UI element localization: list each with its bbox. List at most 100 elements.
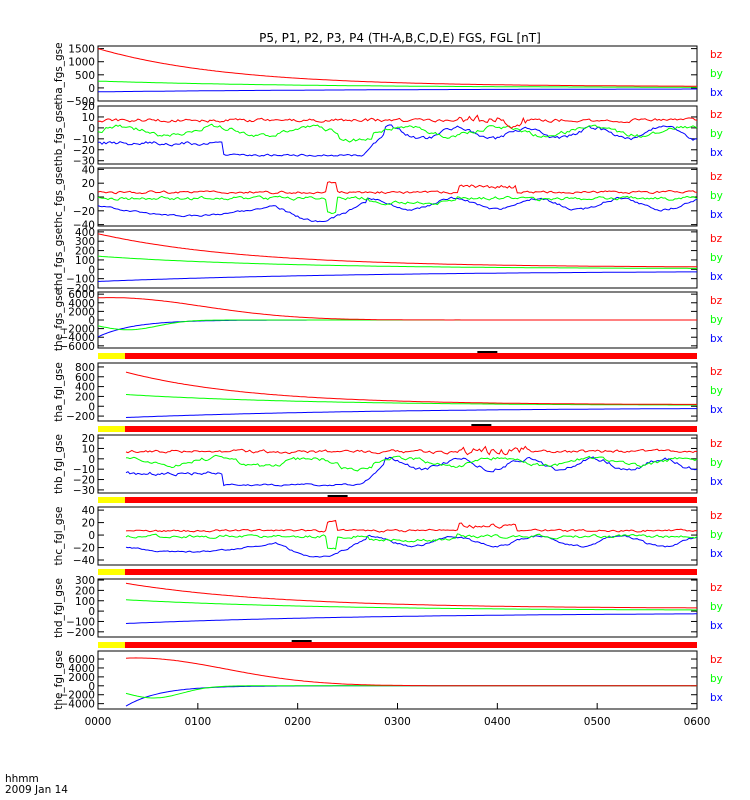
mode-bars-group bbox=[98, 351, 697, 648]
y-axis-label: the_fgs_gse bbox=[53, 289, 65, 351]
series-line-bx bbox=[125, 408, 697, 418]
series-line-bx bbox=[125, 613, 697, 624]
legend-bx: bx bbox=[710, 147, 723, 159]
y-tick-label: −4000 bbox=[59, 699, 95, 711]
y-tick-label: 200 bbox=[75, 585, 95, 597]
legend-by: by bbox=[710, 128, 723, 140]
panel-frame bbox=[97, 167, 698, 227]
mode-bar-segment-yellow bbox=[98, 353, 125, 359]
panel-frame bbox=[97, 229, 698, 289]
series-line-bz bbox=[97, 297, 697, 321]
x-axis-label-hhmm: hhmm bbox=[5, 773, 39, 785]
x-axis-group: 0000 0100 0200 0300 0400 0500 0600 bbox=[85, 703, 711, 728]
y-tick-label: 6000 bbox=[68, 289, 95, 301]
series-line-bz bbox=[97, 233, 697, 268]
y-tick-label: 0 bbox=[88, 264, 95, 276]
y-tick-label: −40 bbox=[73, 555, 95, 567]
y-tick-label: −20 bbox=[73, 475, 95, 487]
x-tick-label: 0100 bbox=[184, 716, 211, 728]
series-line-bz bbox=[97, 181, 698, 195]
y-tick-label: 4000 bbox=[68, 298, 95, 310]
y-axis-label: tha_fgl_gse bbox=[53, 362, 65, 422]
y-tick-label: 0 bbox=[88, 123, 95, 135]
legend-bx: bx bbox=[710, 692, 723, 704]
legend-by: by bbox=[710, 252, 723, 264]
y-tick-label: −20 bbox=[73, 543, 95, 555]
mode-bar-segment-yellow bbox=[98, 642, 125, 648]
y-tick-label: 400 bbox=[75, 382, 95, 394]
series-line-by bbox=[97, 123, 698, 143]
y-tick-label: −6000 bbox=[59, 341, 95, 353]
series-line-bx bbox=[125, 456, 698, 487]
series-line-bz bbox=[125, 582, 697, 609]
panel-frame bbox=[97, 105, 698, 165]
mode-bar-marker bbox=[471, 424, 492, 426]
y-tick-label: −30 bbox=[73, 485, 95, 497]
y-tick-label: 800 bbox=[75, 362, 95, 374]
panel-frame bbox=[97, 434, 698, 494]
mode-bar-segment-bar_red bbox=[124, 426, 697, 432]
x-tick-label: 0300 bbox=[384, 716, 411, 728]
y-tick-label: −2000 bbox=[59, 690, 95, 702]
y-tick-label: 0 bbox=[88, 530, 95, 542]
y-tick-label: −20 bbox=[73, 145, 95, 157]
series-line-bz bbox=[97, 48, 697, 87]
y-tick-label: 6000 bbox=[68, 654, 95, 666]
series-line-by bbox=[125, 533, 698, 550]
series-line-by bbox=[125, 454, 698, 472]
y-tick-label: −200 bbox=[66, 283, 95, 295]
panel-frame bbox=[97, 45, 698, 102]
y-tick-label: 100 bbox=[75, 596, 95, 608]
y-tick-label: 300 bbox=[75, 236, 95, 248]
legend-bx: bx bbox=[710, 476, 723, 488]
x-tick-label: 0400 bbox=[484, 716, 511, 728]
y-tick-label: 10 bbox=[82, 112, 95, 124]
legend-by: by bbox=[710, 457, 723, 469]
y-tick-label: 0 bbox=[88, 315, 95, 327]
series-line-by bbox=[97, 195, 698, 215]
y-tick-label: 10 bbox=[82, 443, 95, 455]
legend-bx: bx bbox=[710, 333, 723, 345]
y-tick-label: 0 bbox=[88, 606, 95, 618]
mode-bar-segment-yellow bbox=[98, 569, 125, 575]
legend-by: by bbox=[710, 529, 723, 541]
y-tick-label: 20 bbox=[82, 433, 95, 445]
series-line-bx bbox=[125, 685, 697, 707]
y-tick-label: 40 bbox=[82, 505, 95, 517]
y-tick-label: 0 bbox=[88, 83, 95, 95]
y-tick-label: 0 bbox=[88, 401, 95, 413]
figure-title: P5, P1, P2, P3, P4 (TH-A,B,C,D,E) FGS, F… bbox=[259, 31, 541, 45]
y-tick-label: 20 bbox=[82, 101, 95, 113]
y-tick-label: −4000 bbox=[59, 332, 95, 344]
panel-frame bbox=[97, 506, 698, 566]
series-line-by bbox=[97, 255, 697, 269]
y-tick-label: 40 bbox=[82, 164, 95, 176]
series-line-by bbox=[97, 80, 697, 88]
mode-bar-marker bbox=[327, 495, 348, 497]
series-line-bz bbox=[125, 445, 698, 456]
panel-frame bbox=[97, 650, 698, 710]
y-tick-label: −10 bbox=[73, 464, 95, 476]
mode-bar bbox=[98, 424, 697, 432]
mode-bar-segment-yellow bbox=[98, 497, 125, 503]
mode-bar bbox=[98, 495, 697, 503]
y-tick-label: 100 bbox=[75, 255, 95, 267]
legend-bx: bx bbox=[710, 404, 723, 416]
panel-frame bbox=[97, 362, 698, 422]
legend-bx: bx bbox=[710, 209, 723, 221]
mode-bar-segment-bar_red bbox=[124, 569, 697, 575]
x-tick-label: 0600 bbox=[684, 716, 711, 728]
series-line-by bbox=[125, 685, 697, 699]
x-tick-label: 0000 bbox=[85, 716, 112, 728]
legend-bz: bz bbox=[710, 295, 723, 307]
y-axis-label: thc_fgl_gse bbox=[53, 507, 65, 566]
y-tick-label: −100 bbox=[66, 274, 95, 286]
mode-bar-segment-bar_red bbox=[124, 497, 697, 503]
